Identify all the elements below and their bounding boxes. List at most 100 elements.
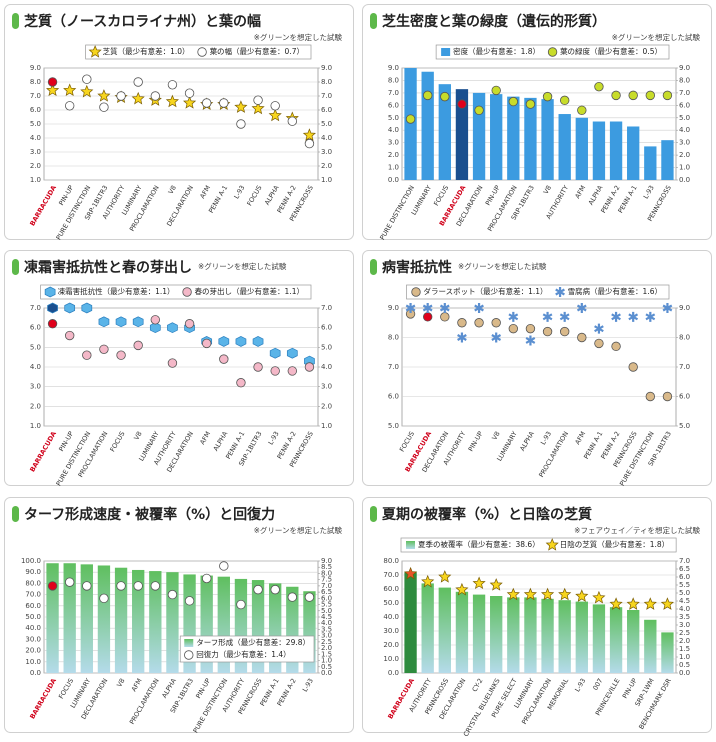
legend-swatch — [184, 650, 194, 660]
data-point — [201, 573, 212, 584]
bar — [575, 601, 588, 673]
legend-swatch — [406, 541, 415, 549]
data-point — [46, 83, 60, 97]
y-tick-label: 8.0 — [30, 78, 41, 86]
y2-tick-label: 8.0 — [679, 76, 690, 84]
data-point — [116, 91, 126, 101]
bar — [507, 96, 520, 180]
y-tick-label: 20.0 — [25, 647, 41, 655]
data-point — [115, 316, 127, 328]
data-point — [542, 311, 553, 322]
title-icon — [12, 259, 19, 275]
data-point — [609, 597, 623, 610]
legend: 密度（最少有意差：1.8） 葉の緑度（最少有意差：0.5） — [435, 44, 670, 60]
data-point — [253, 95, 263, 105]
data-point — [439, 303, 450, 313]
chart-note: ※グリーンを想定した試験 — [254, 32, 343, 42]
data-point — [269, 347, 281, 359]
y-tick-label: 60.0 — [25, 602, 41, 610]
data-point — [82, 581, 92, 591]
legend-box — [400, 537, 677, 553]
data-point — [594, 323, 604, 334]
bar — [404, 572, 417, 673]
y-tick-label: 5.0 — [30, 120, 41, 128]
data-point — [542, 326, 553, 337]
data-point — [489, 578, 503, 591]
data-point — [594, 81, 604, 92]
data-point — [201, 338, 212, 349]
data-point — [150, 581, 161, 591]
chart-note: ※グリーンを想定した試験 — [612, 32, 701, 42]
data-point — [270, 101, 280, 111]
bar — [97, 565, 111, 673]
title-icon — [370, 259, 377, 275]
y2-tick-label: 3.5 — [679, 613, 690, 621]
data-point — [81, 302, 93, 314]
data-point — [421, 574, 435, 588]
y-tick-label: 30.0 — [383, 627, 399, 635]
y-tick-label: 20.0 — [383, 641, 399, 649]
legend-label: 回復力（最少有意差：1.4） — [196, 649, 290, 659]
y2-tick-label: 0.5 — [321, 663, 332, 671]
data-point — [97, 89, 111, 102]
y2-tick-label: 3.0 — [321, 383, 332, 391]
data-point — [116, 350, 126, 360]
data-point — [270, 584, 280, 595]
data-point — [287, 116, 298, 126]
data-point — [235, 336, 247, 347]
data-point — [422, 303, 433, 313]
bar — [541, 99, 554, 180]
data-point — [559, 95, 570, 106]
data-point — [457, 318, 467, 328]
y-tick-label: 80.0 — [383, 557, 399, 565]
data-point — [286, 347, 298, 359]
data-point — [99, 593, 109, 604]
data-point — [405, 114, 416, 124]
legend-label: ターフ形成（最少有意差：29.8） — [196, 637, 310, 647]
data-point — [559, 311, 570, 322]
y-tick-label: 4.0 — [388, 126, 399, 134]
y2-tick-label: 4.0 — [679, 605, 690, 613]
data-point — [47, 302, 58, 314]
data-point — [628, 90, 638, 101]
y-tick-label: 5.0 — [388, 114, 399, 122]
bar — [80, 564, 93, 673]
bar — [490, 94, 503, 180]
data-point — [251, 101, 265, 115]
chart-panel: ターフ形成速度・被覆率（%）と回復力 ※グリーンを想定した試験 0.0 10.0 20.… — [4, 497, 354, 734]
y-tick-label: 3.0 — [30, 383, 41, 391]
data-point — [253, 362, 263, 372]
y2-tick-label: 4.5 — [679, 597, 690, 605]
data-point — [253, 584, 263, 595]
legend-label: 葉の幅（最少有意差：0.7） — [210, 46, 304, 56]
y2-tick-label: 2.0 — [679, 151, 690, 159]
data-point — [645, 311, 656, 322]
data-point — [542, 91, 553, 102]
y2-tick-label: 7.0 — [679, 89, 690, 97]
bar — [541, 598, 554, 673]
y2-tick-label: 9.0 — [321, 557, 332, 565]
y2-tick-label: 7.0 — [679, 557, 690, 565]
legend-swatch — [184, 639, 194, 647]
data-point — [47, 581, 58, 591]
y-tick-label: 9.0 — [30, 64, 41, 72]
data-point — [662, 303, 673, 313]
data-point — [218, 336, 230, 347]
data-point — [64, 101, 75, 111]
bar — [644, 146, 657, 180]
y-tick-label: 10.0 — [25, 658, 41, 666]
y-tick-label: 100.0 — [21, 557, 41, 565]
y2-tick-label: 9.0 — [679, 64, 690, 72]
title-icon — [12, 13, 19, 29]
chart-panel: 病害抵抗性 ※グリーンを想定した試験 5.0 6.0 7.0 8.0 9.0 5.0 6.0 7.… — [362, 250, 712, 487]
bar — [558, 114, 571, 180]
data-point — [131, 91, 145, 105]
data-point — [219, 354, 229, 364]
data-point — [440, 91, 450, 102]
data-point — [440, 312, 450, 322]
y2-tick-label: 1.0 — [321, 422, 332, 430]
y2-tick-label: 1.0 — [321, 657, 332, 665]
bar — [627, 126, 640, 180]
data-point — [404, 566, 418, 580]
y-tick-label: 8.0 — [388, 76, 399, 84]
